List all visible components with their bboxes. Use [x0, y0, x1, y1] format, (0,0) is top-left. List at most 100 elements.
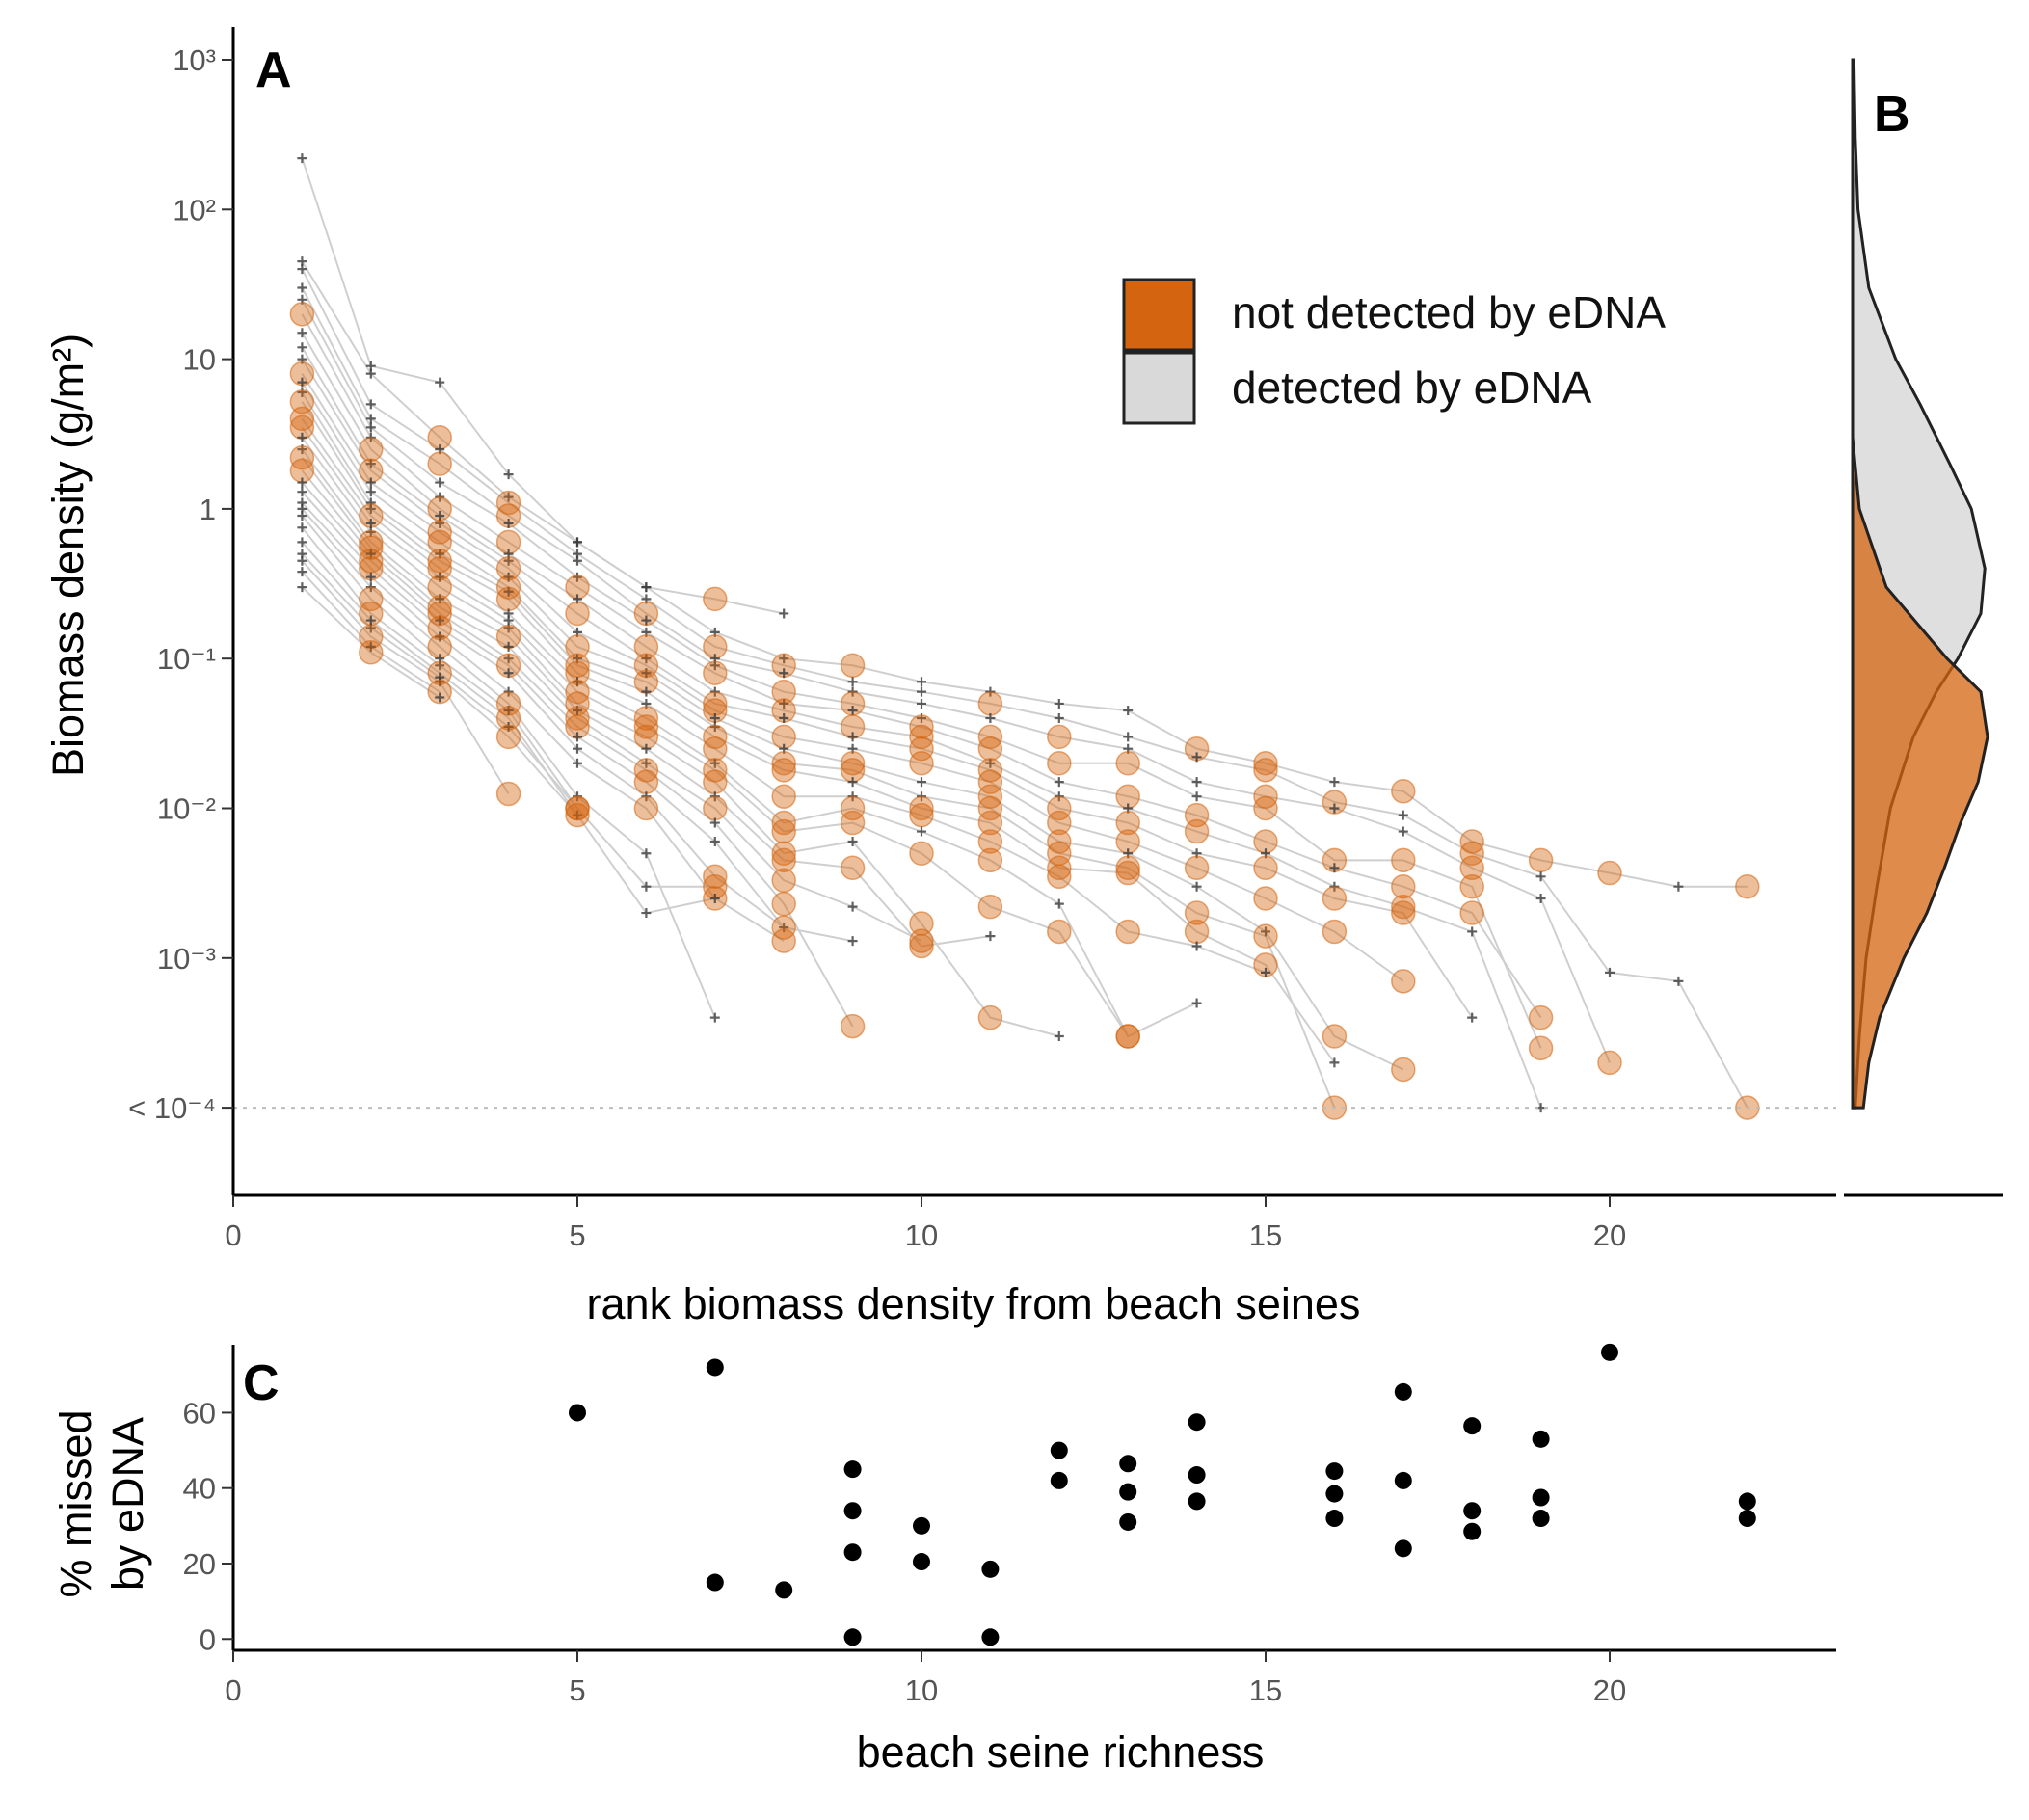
point-detected: [641, 615, 652, 626]
series-line-10: [301, 382, 1336, 1109]
richness-point: [706, 1358, 724, 1377]
point-not-detected: [359, 535, 384, 560]
point-not-detected: [703, 769, 728, 794]
richness-point: [1050, 1441, 1068, 1459]
richness-point: [1188, 1466, 1206, 1485]
legend: not detected by eDNA detected by eDNA: [1122, 278, 1666, 425]
point-detected: [365, 503, 376, 514]
richness-point: [981, 1628, 1000, 1646]
point-detected: [1054, 713, 1064, 723]
point-detected: [641, 848, 652, 859]
point-detected: [1123, 732, 1134, 742]
point-not-detected: [1735, 873, 1760, 899]
richness-point: [843, 1543, 862, 1562]
point-detected: [709, 722, 720, 733]
point-not-detected: [771, 784, 796, 809]
point-detected: [435, 377, 445, 388]
point-detected: [297, 377, 307, 388]
point-not-detected: [703, 736, 728, 762]
point-detected: [1261, 926, 1270, 937]
point-detected: [779, 923, 789, 933]
x-tick-label: 5: [569, 1218, 585, 1252]
x-tick-label: 5: [569, 1673, 585, 1707]
point-not-detected: [1391, 894, 1416, 920]
richness-point: [1601, 1343, 1618, 1361]
point-detected: [503, 668, 514, 679]
point-not-detected: [909, 714, 934, 739]
point-not-detected: [1322, 790, 1348, 815]
richness-point: [1738, 1510, 1756, 1528]
point-not-detected: [703, 864, 728, 890]
y-tick-label: 10³: [173, 43, 216, 77]
point-not-detected: [1115, 810, 1140, 836]
point-detected: [709, 894, 720, 903]
point-not-detected: [427, 520, 452, 545]
richness-point: [913, 1553, 930, 1571]
point-detected: [779, 668, 789, 679]
point-detected: [709, 758, 720, 768]
y-tick-label: 60: [183, 1396, 216, 1430]
point-not-detected: [771, 915, 796, 940]
point-not-detected: [771, 891, 796, 917]
point-detected: [435, 572, 445, 582]
y-tick-label: 1: [200, 493, 216, 526]
point-detected: [847, 936, 858, 947]
point-not-detected: [703, 660, 728, 686]
point-detected: [1123, 706, 1134, 716]
point-detected: [847, 901, 858, 912]
point-not-detected: [1391, 873, 1416, 899]
point-detected: [503, 722, 514, 733]
legend-swatch-not-detected: [1122, 278, 1196, 352]
point-detected: [297, 264, 307, 275]
point-not-detected: [1459, 855, 1484, 881]
series-line-29: [301, 586, 441, 699]
richness-point: [843, 1628, 862, 1646]
point-detected: [1261, 967, 1270, 977]
point-not-detected: [1391, 969, 1416, 994]
y-tick-label: 40: [183, 1472, 216, 1506]
point-detected: [435, 477, 445, 488]
point-not-detected: [359, 437, 384, 462]
point-detected: [297, 487, 307, 497]
point-detected: [847, 836, 858, 846]
point-detected: [1673, 881, 1684, 892]
point-not-detected: [1253, 751, 1278, 776]
point-not-detected: [633, 714, 659, 739]
point-detected: [985, 931, 996, 942]
panel-a-markers: [289, 153, 1760, 1120]
point-not-detected: [1115, 1024, 1140, 1049]
series-line-9: [301, 373, 1404, 1071]
point-detected: [641, 582, 652, 593]
richness-point: [775, 1581, 793, 1599]
point-detected: [1191, 881, 1202, 892]
series-line-20: [301, 491, 785, 928]
point-not-detected: [909, 933, 934, 959]
point-detected: [1535, 894, 1546, 903]
x-tick-label: 20: [1593, 1218, 1626, 1252]
panel-a-x-axis-title: rank biomass density from beach seines: [587, 1279, 1361, 1328]
point-detected: [917, 698, 926, 709]
series-line-17: [301, 457, 922, 942]
panel-c-points: [569, 1343, 1756, 1646]
point-detected: [297, 328, 307, 338]
point-not-detected: [1253, 923, 1278, 949]
point-detected: [1329, 863, 1340, 873]
point-detected: [1054, 698, 1064, 709]
series-line-1: [301, 260, 1748, 888]
richness-point: [1325, 1485, 1344, 1503]
point-not-detected: [977, 894, 1003, 920]
point-not-detected: [1047, 795, 1072, 821]
point-not-detected: [1115, 751, 1140, 776]
point-detected: [1673, 976, 1684, 986]
point-not-detected: [1391, 900, 1416, 925]
point-detected: [1398, 810, 1408, 820]
richness-point: [1119, 1483, 1137, 1501]
point-detected: [1467, 926, 1478, 937]
point-not-detected: [840, 795, 866, 821]
point-detected: [917, 826, 926, 837]
point-detected: [503, 586, 514, 597]
point-not-detected: [840, 810, 866, 836]
point-not-detected: [909, 802, 934, 828]
point-not-detected: [1391, 779, 1416, 804]
